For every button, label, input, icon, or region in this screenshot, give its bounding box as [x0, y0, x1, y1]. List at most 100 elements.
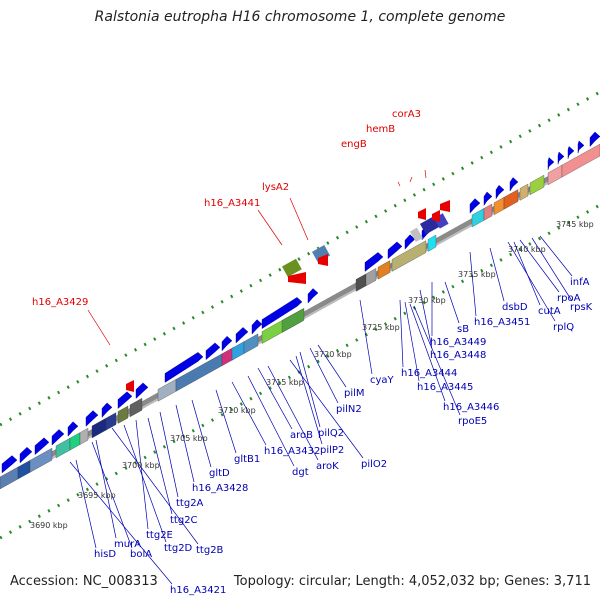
gene-block — [281, 308, 305, 333]
forward-gene-arrow — [577, 140, 585, 154]
forward-gene-arrow — [1, 455, 18, 474]
reverse-gene-arrow — [440, 200, 450, 212]
map-title: Ralstonia eutropha H16 chromosome 1, com… — [94, 9, 506, 25]
label-leader — [317, 344, 347, 388]
gene-block — [231, 341, 245, 361]
accession-text: Accession: NC_008313 — [10, 574, 158, 589]
genome-summary: Topology: circular; Length: 4,052,032 bp… — [233, 574, 591, 589]
outer-guide-line — [0, 90, 600, 427]
gene-block — [427, 234, 437, 252]
forward-gene-arrow — [547, 157, 555, 170]
reverse-gene-arrow — [318, 254, 328, 266]
gene-block — [243, 333, 259, 354]
label-leader — [257, 367, 293, 430]
gene-label-red: corA3 — [392, 109, 421, 120]
forward-gene-arrow — [221, 335, 233, 352]
gene-label: pilQ2 — [318, 428, 344, 439]
forward-gene-arrow — [387, 241, 403, 260]
label-leader — [404, 301, 420, 382]
gene-label: pilO2 — [361, 459, 387, 470]
label-leader — [87, 309, 111, 346]
label-leader — [159, 411, 179, 498]
forward-gene-arrow — [205, 342, 221, 361]
scale-label: 3715 kbp — [266, 378, 304, 387]
upper-gene-block — [410, 227, 423, 242]
label-leader — [469, 251, 477, 317]
label-leader — [289, 197, 309, 241]
label-leader — [399, 299, 404, 368]
label-leader — [539, 235, 573, 277]
gene-label: ttg2B — [196, 545, 224, 556]
gene-label: ttg2E — [146, 530, 173, 541]
gene-label: murA — [114, 539, 141, 550]
gene-label: pilM — [344, 388, 365, 399]
gene-label: rpoE5 — [458, 416, 487, 427]
label-leader — [231, 381, 267, 446]
label-leader — [507, 241, 556, 322]
label-leader — [111, 427, 199, 545]
label-leader — [247, 375, 295, 467]
label-leader — [295, 355, 323, 445]
label-leader — [91, 441, 133, 549]
label-leader — [309, 347, 339, 404]
inner-guide-line — [0, 203, 600, 540]
scale-label: 3700 kbp — [122, 461, 160, 470]
label-leader — [289, 359, 364, 459]
gene-block — [377, 260, 391, 280]
forward-gene-arrow — [567, 146, 575, 159]
gene-label: h16_A3451 — [474, 317, 530, 328]
gene-label: aroB — [290, 430, 313, 441]
gene-block — [561, 143, 600, 178]
gene-block — [391, 240, 427, 272]
gene-block — [91, 417, 107, 439]
gene-block — [129, 397, 143, 418]
forward-gene-arrow — [19, 446, 33, 464]
gene-block — [503, 189, 519, 210]
gene-label: ttg2D — [164, 543, 193, 554]
gene-label: infA — [570, 277, 590, 288]
gene-label-red: engB — [341, 139, 367, 150]
label-leader — [95, 439, 117, 539]
scale-label: 3730 kbp — [408, 296, 446, 305]
forward-gene-arrow — [261, 297, 303, 329]
gene-block — [529, 174, 545, 196]
gene-label: sB — [457, 324, 469, 335]
gene-block — [117, 405, 129, 424]
gene-label: aroK — [316, 461, 339, 472]
label-leader — [299, 351, 321, 428]
scale-label: 3735 kbp — [458, 270, 496, 279]
gene-block — [519, 183, 529, 201]
gene-label-red: lysA2 — [262, 182, 289, 193]
label-leader — [123, 424, 167, 543]
scale-label: 3745 kbp — [556, 220, 594, 229]
gene-block — [471, 208, 485, 228]
forward-gene-arrow — [557, 151, 565, 165]
gene-label: ttg2C — [170, 515, 198, 526]
scale-label: 3690 kbp — [30, 521, 68, 530]
gene-label: gltB1 — [234, 454, 260, 465]
gene-label: bolA — [130, 549, 152, 560]
gene-label: rpsK — [570, 302, 593, 313]
label-leader — [147, 417, 173, 515]
label-leader — [419, 289, 433, 350]
label-leaders — [69, 169, 573, 585]
forward-gene-arrow — [251, 319, 263, 335]
scale-label: 3710 kbp — [218, 406, 256, 415]
forward-gene-arrow — [404, 234, 416, 250]
forward-gene-arrow — [589, 131, 600, 148]
label-leader — [359, 299, 373, 375]
gene-block — [105, 412, 117, 431]
gene-label: h16_A3446 — [443, 402, 499, 413]
gene-label: cutA — [538, 306, 561, 317]
gene-label: dsbD — [502, 302, 528, 313]
gene-block — [69, 432, 81, 451]
gene-block — [29, 447, 53, 473]
forward-gene-arrow — [117, 391, 133, 409]
forward-gene-arrow — [101, 402, 113, 418]
gene-label-red: hemB — [366, 124, 395, 135]
scale-label: 3720 kbp — [314, 350, 352, 359]
gene-label: hisD — [94, 549, 116, 560]
gene-block — [355, 273, 367, 292]
label-leader — [409, 303, 446, 402]
